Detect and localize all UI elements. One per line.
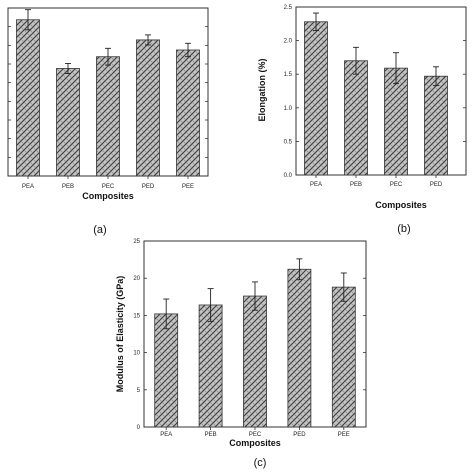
y-tick-label: 20 [133, 276, 140, 282]
x-tick-label-pee: PEE [338, 432, 350, 438]
y-tick-label: 1.5 [284, 72, 293, 78]
bar-pec [384, 67, 408, 176]
x-tick-label-pec: PEC [390, 182, 403, 188]
chart-c-bars [154, 258, 356, 428]
bar-pee [331, 286, 356, 428]
chart-b: 0.0 0.5 1.0 1.5 2.0 2.5 PEA PEB PEC PED Composit… [257, 5, 467, 235]
chart-b-bars [304, 12, 448, 176]
y-tick-label: 15 [133, 313, 140, 319]
bar-peb [56, 68, 80, 177]
chart-a-x-axis-title: Composites [82, 191, 134, 201]
chart-c-panel-label: (c) [254, 457, 267, 469]
x-tick-label-ped: PED [430, 182, 443, 188]
bar-pee [176, 49, 200, 177]
bar-pea [154, 313, 179, 428]
bar-pec [96, 56, 120, 177]
x-tick-label-ped: PED [293, 432, 306, 438]
y-tick-label: 0.0 [284, 173, 293, 179]
bar-pec [243, 295, 267, 428]
x-tick-label-peb: PEB [205, 432, 217, 438]
bar-ped [287, 268, 312, 428]
chart-b-x-axis-title: Composites [375, 200, 427, 210]
bar-peb [344, 60, 368, 176]
y-tick-label: 10 [133, 351, 140, 357]
chart-b-frame [295, 6, 467, 176]
chart-a-panel-label: (a) [93, 224, 106, 236]
x-tick-label-pec: PEC [249, 432, 262, 438]
chart-a-x-tick-labels: PEA PEB PEC PED PEE [22, 176, 194, 190]
y-tick-label: 0.5 [284, 139, 293, 145]
x-tick-label-peb: PEB [62, 184, 74, 190]
chart-c-x-axis-title: Composites [229, 438, 281, 448]
x-tick-label-pea: PEA [160, 432, 172, 438]
y-tick-label: 2.5 [284, 5, 293, 11]
x-tick-label-pec: PEC [102, 184, 115, 190]
x-tick-label-pee: PEE [182, 184, 194, 190]
chart-a-y-ticks [8, 7, 208, 177]
bar-peb [198, 304, 223, 428]
chart-c: 0 5 10 15 20 25 PEA PEB PEC PED PEE Composites Mo… [115, 239, 367, 469]
bar-pea [304, 21, 328, 176]
chart-b-x-tick-labels: PEA PEB PEC PED [310, 175, 443, 188]
chart-c-x-tick-labels: PEA PEB PEC PED PEE [160, 427, 350, 438]
chart-b-y-ticks: 0.0 0.5 1.0 1.5 2.0 2.5 [284, 5, 466, 179]
y-tick-label: 5 [137, 388, 141, 394]
bar-ped [424, 75, 448, 176]
x-tick-label-peb: PEB [350, 182, 362, 188]
bar-ped [136, 39, 160, 177]
x-tick-label-pea: PEA [22, 184, 34, 190]
chart-a-bars [16, 9, 200, 177]
y-tick-label: 1.0 [284, 106, 293, 112]
bar-pea [16, 19, 40, 177]
y-tick-label: 25 [133, 239, 140, 245]
chart-c-y-axis-title: Modulus of Elasticity (GPa) [115, 276, 125, 393]
x-tick-label-ped: PED [142, 184, 155, 190]
chart-a: PEA PEB PEC PED PEE Composites (a) [7, 7, 209, 236]
chart-c-y-ticks: 0 5 10 15 20 25 [133, 239, 366, 431]
chart-b-y-axis-title: Elongation (%) [257, 59, 267, 122]
x-tick-label-pea: PEA [310, 182, 322, 188]
y-tick-label: 2.0 [284, 39, 293, 45]
y-tick-label: 0 [137, 425, 141, 431]
chart-b-panel-label: (b) [397, 223, 410, 235]
